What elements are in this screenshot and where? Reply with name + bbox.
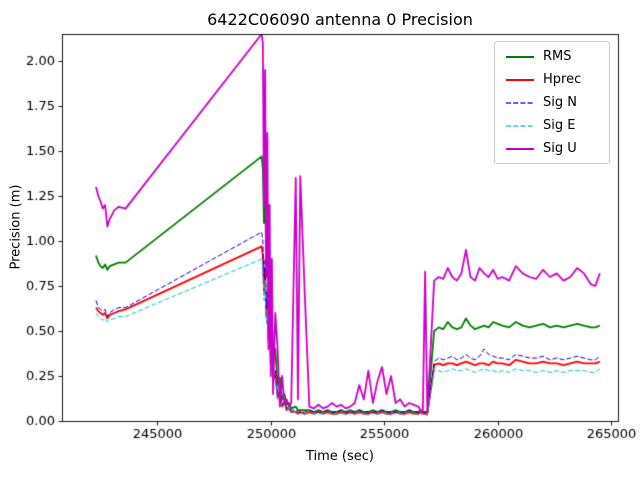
legend-line-sample-icon <box>506 147 534 150</box>
legend-label: Hprec <box>543 72 582 87</box>
legend-entry-rms: RMS <box>505 47 599 66</box>
legend-label: Sig U <box>543 141 577 156</box>
legend-entry-sig-e: Sig E <box>505 116 599 135</box>
legend-label: Sig N <box>543 95 577 110</box>
legend-label: Sig E <box>543 118 576 133</box>
legend-line-sample-icon <box>506 101 534 104</box>
legend-line-sample-icon <box>506 78 534 81</box>
x-axis-label: Time (sec) <box>305 449 374 464</box>
legend-entry-sig-n: Sig N <box>505 93 599 112</box>
legend-line-sample-icon <box>506 55 534 58</box>
legend-label: RMS <box>543 49 572 64</box>
legend-line-sample-icon <box>506 124 534 127</box>
chart-title: 6422C06090 antenna 0 Precision <box>207 10 473 29</box>
legend: RMS Hprec Sig N Sig E Sig U <box>494 41 610 164</box>
legend-entry-sig-u: Sig U <box>505 139 599 158</box>
legend-entry-hprec: Hprec <box>505 70 599 89</box>
y-axis-label: Precision (m) <box>8 184 24 270</box>
